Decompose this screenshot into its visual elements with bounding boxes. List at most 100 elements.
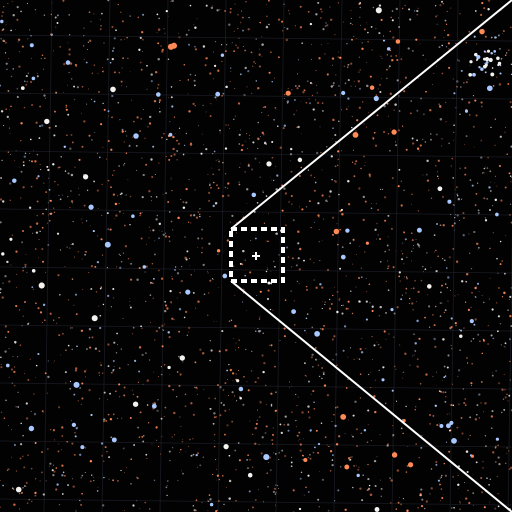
star: [234, 395, 236, 397]
star: [207, 173, 209, 175]
star: [148, 190, 151, 193]
star: [221, 61, 223, 62]
star: [402, 377, 404, 379]
star: [312, 108, 315, 111]
star: [380, 55, 382, 57]
star: [100, 364, 102, 366]
star: [43, 68, 44, 70]
star: [288, 9, 290, 12]
star: [291, 411, 293, 413]
star: [197, 452, 199, 455]
star: [261, 112, 263, 114]
bright-star: [285, 90, 291, 96]
star: [240, 148, 244, 152]
star: [214, 202, 218, 205]
star: [314, 221, 316, 223]
star: [268, 456, 272, 459]
star: [298, 440, 300, 442]
star: [262, 190, 264, 192]
star: [389, 49, 392, 52]
star: [8, 118, 10, 120]
star: [119, 210, 121, 213]
star: [25, 481, 28, 484]
star: [351, 161, 354, 163]
star: [501, 388, 504, 391]
star: [118, 71, 121, 74]
star: [489, 277, 491, 279]
star: [129, 224, 131, 226]
star: [325, 199, 328, 202]
star: [418, 366, 419, 368]
star: [373, 344, 376, 347]
star: [214, 40, 217, 43]
star: [256, 201, 259, 204]
star: [348, 105, 349, 107]
star: [441, 284, 443, 287]
star: [392, 266, 395, 269]
star: [399, 280, 401, 282]
star: [419, 144, 422, 147]
star: [254, 380, 257, 384]
cluster-star: [484, 57, 490, 62]
star: [18, 508, 21, 510]
star: [322, 28, 325, 31]
star: [335, 443, 339, 446]
star: [161, 230, 163, 232]
star: [234, 3, 236, 5]
star: [262, 133, 265, 136]
star: [29, 225, 32, 229]
star: [472, 95, 475, 97]
bright-star: [345, 228, 350, 233]
star: [139, 212, 142, 215]
star: [402, 498, 404, 500]
star: [299, 449, 302, 452]
star: [76, 86, 79, 89]
star: [160, 136, 163, 139]
star: [192, 291, 195, 294]
star: [59, 294, 61, 296]
star: [179, 373, 182, 376]
star: [364, 251, 366, 253]
star: [71, 478, 73, 480]
star: [139, 411, 142, 414]
star: [167, 331, 170, 334]
star: [212, 204, 215, 208]
star: [30, 35, 32, 37]
star: [379, 84, 381, 86]
star: [2, 11, 4, 14]
star: [336, 223, 338, 225]
grid-line-vertical: [391, 0, 401, 512]
star: [492, 85, 495, 87]
star: [183, 63, 186, 66]
dashed-square-frame-icon[interactable]: [229, 227, 285, 283]
star: [173, 116, 176, 118]
star: [360, 432, 362, 434]
star: [127, 179, 129, 181]
star: [441, 496, 444, 500]
star: [331, 57, 335, 60]
star: [81, 222, 84, 224]
star: [18, 51, 20, 53]
star: [189, 4, 192, 7]
star: [308, 200, 311, 203]
star: [301, 42, 304, 45]
star: [237, 28, 239, 30]
star: [197, 211, 199, 213]
star: [56, 14, 59, 17]
star: [392, 434, 395, 437]
star: [47, 360, 49, 362]
star: [21, 45, 24, 48]
star: [259, 48, 261, 50]
bright-star: [391, 452, 398, 458]
star: [359, 348, 362, 351]
star: [387, 267, 389, 270]
star: [196, 386, 198, 388]
star: [263, 501, 264, 503]
star: [268, 213, 270, 215]
star: [27, 454, 29, 457]
star: [403, 189, 405, 191]
star: [284, 454, 287, 458]
star: [319, 283, 322, 286]
